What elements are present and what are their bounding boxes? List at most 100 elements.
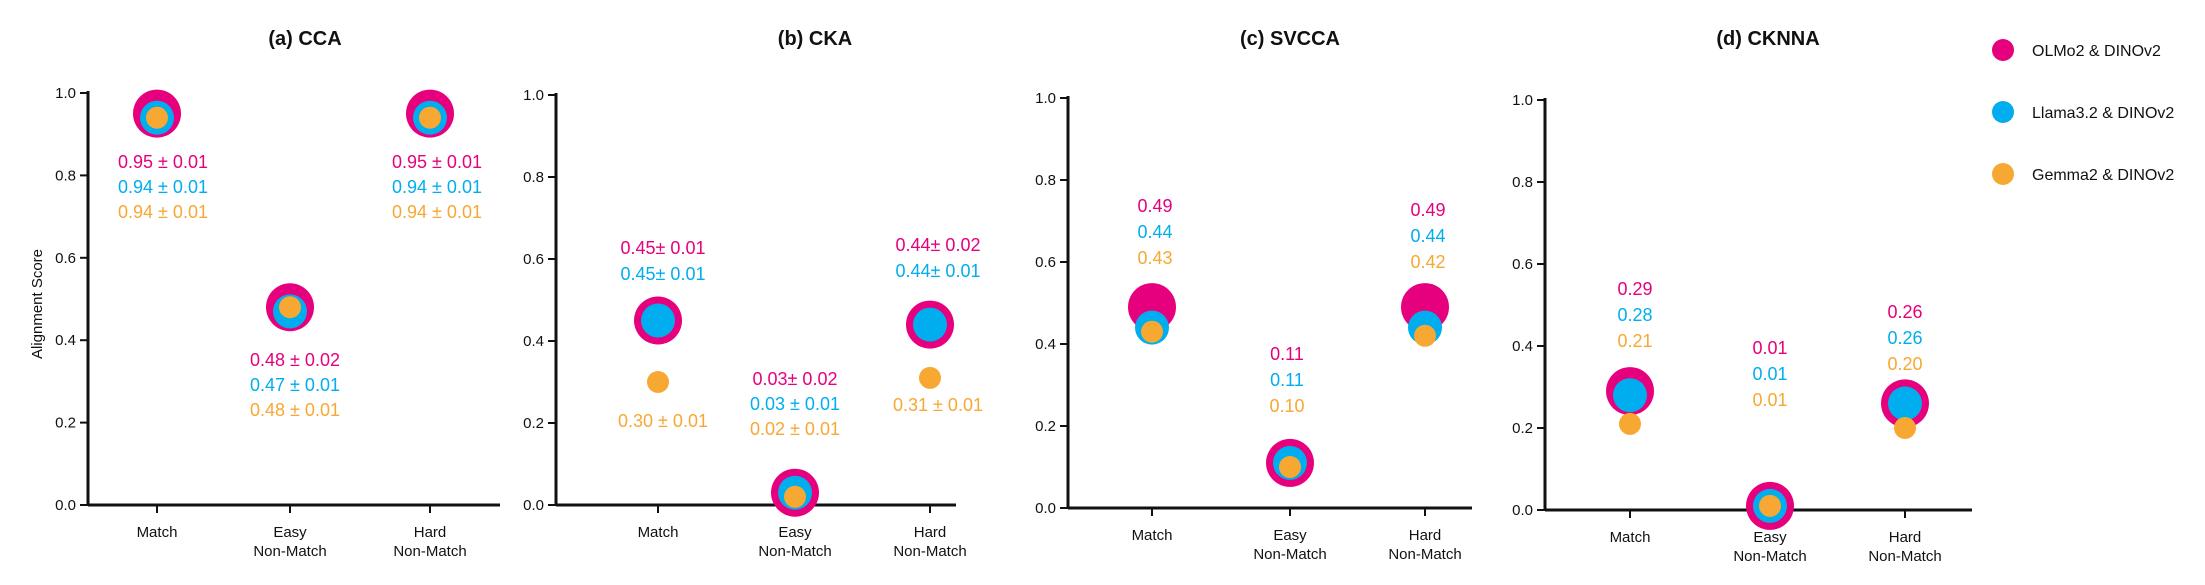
data-label-llama: 0.44	[1137, 222, 1172, 242]
y-tick-label: 0.6	[1035, 254, 1056, 271]
x-tick-label: Hard	[1889, 529, 1922, 546]
data-label-olmo: 0.01	[1752, 338, 1787, 358]
y-tick-label: 1.0	[523, 87, 544, 104]
data-point-gemma	[1619, 412, 1641, 435]
x-tick-label: Non-Match	[1868, 548, 1941, 565]
data-label-llama: 0.03 ± 0.01	[750, 394, 840, 414]
data-label-olmo: 0.48 ± 0.02	[250, 350, 340, 370]
data-point-gemma	[1414, 324, 1436, 347]
data-point-gemma	[784, 485, 806, 508]
data-label-gemma: 0.01	[1752, 390, 1787, 410]
data-label-olmo: 0.03± 0.02	[753, 369, 838, 389]
x-tick-label: Match	[638, 524, 679, 541]
data-point-llama	[1613, 378, 1647, 413]
y-tick-label: 0.0	[55, 497, 76, 514]
data-label-olmo: 0.44± 0.02	[896, 235, 981, 255]
legend-label: Llama3.2 & DINOv2	[2032, 105, 2174, 122]
data-point-gemma	[279, 296, 301, 319]
data-label-gemma: 0.02 ± 0.01	[750, 419, 840, 439]
x-tick-label: Non-Match	[253, 543, 326, 560]
x-tick-label: Easy	[778, 524, 812, 541]
legend-item-llama: Llama3.2 & DINOv2	[1992, 101, 2174, 123]
data-label-gemma: 0.31 ± 0.01	[893, 395, 983, 415]
legend-item-gemma: Gemma2 & DINOv2	[1992, 163, 2174, 185]
chart-panel: (d) CKNNA 0.0 0.2 0.4 0.6 0.8 1.0 Match Easy Non-…	[1512, 28, 1972, 565]
legend-marker-gemma	[1992, 163, 2014, 185]
x-tick-label: Non-Match	[758, 543, 831, 560]
y-tick-label: 0.2	[523, 415, 544, 432]
data-label-llama: 0.26	[1887, 328, 1922, 348]
legend: OLMo2 & DINOv2 Llama3.2 & DINOv2 Gemma2 & …	[1992, 39, 2174, 185]
data-label-gemma: 0.30 ± 0.01	[618, 411, 708, 431]
x-tick-label: Hard	[1409, 527, 1442, 544]
data-point-llama	[1888, 386, 1922, 421]
data-label-gemma: 0.48 ± 0.01	[250, 400, 340, 420]
data-label-olmo: 0.49	[1137, 196, 1172, 216]
data-point-llama	[913, 307, 947, 342]
x-tick-label: Match	[1610, 529, 1651, 546]
chart-title: (a) CCA	[268, 28, 341, 50]
data-point-llama	[641, 303, 675, 338]
y-tick-label: 0.6	[523, 251, 544, 268]
data-point-gemma	[1759, 494, 1781, 517]
x-tick-label: Match	[1132, 527, 1173, 544]
x-tick-label: Match	[137, 524, 178, 541]
data-label-olmo: 0.11	[1270, 344, 1304, 364]
chart-panel: (c) SVCCA 0.0 0.2 0.4 0.6 0.8 1.0 Match Easy Non-…	[1035, 28, 1472, 563]
y-tick-label: 0.8	[55, 167, 76, 184]
legend-item-olmo: OLMo2 & DINOv2	[1992, 39, 2161, 61]
data-label-llama: 0.45± 0.01	[621, 264, 706, 284]
data-label-llama: 0.44	[1410, 226, 1445, 246]
data-point-gemma	[919, 366, 941, 389]
x-tick-label: Non-Match	[393, 543, 466, 560]
data-label-llama: 0.94 ± 0.01	[392, 177, 482, 197]
y-tick-label: 0.8	[1512, 174, 1533, 191]
y-tick-label: 1.0	[1512, 92, 1533, 109]
x-tick-label: Easy	[1753, 529, 1787, 546]
y-tick-label: 0.0	[1035, 500, 1056, 517]
data-label-olmo: 0.95 ± 0.01	[118, 152, 208, 172]
chart-panel: (b) CKA 0.0 0.2 0.4 0.6 0.8 1.0 Match Easy Non-Ma…	[523, 28, 983, 560]
chart-title: (c) SVCCA	[1240, 28, 1340, 50]
legend-label: OLMo2 & DINOv2	[2032, 43, 2161, 60]
data-label-olmo: 0.49	[1410, 200, 1445, 220]
y-tick-label: 0.8	[523, 169, 544, 186]
data-label-llama: 0.11	[1270, 370, 1304, 390]
y-tick-label: 0.0	[523, 497, 544, 514]
y-tick-label: 0.6	[55, 250, 76, 267]
data-label-llama: 0.44± 0.01	[896, 261, 981, 281]
y-tick-label: 0.6	[1512, 256, 1533, 273]
data-label-gemma: 0.43	[1137, 248, 1172, 268]
data-label-llama: 0.94 ± 0.01	[118, 177, 208, 197]
x-tick-label: Easy	[273, 524, 307, 541]
legend-marker-olmo	[1992, 39, 2014, 61]
y-tick-label: 1.0	[55, 85, 76, 102]
data-label-gemma: 0.42	[1410, 252, 1445, 272]
data-label-olmo: 0.26	[1887, 302, 1922, 322]
data-point-gemma	[146, 106, 168, 129]
data-label-llama: 0.01	[1752, 364, 1787, 384]
legend-label: Gemma2 & DINOv2	[2032, 167, 2174, 184]
chart-title: (d) CKNNA	[1716, 28, 1819, 50]
x-tick-label: Hard	[914, 524, 947, 541]
x-tick-label: Hard	[414, 524, 447, 541]
y-axis-label: Alignment Score	[29, 249, 46, 359]
y-tick-label: 0.4	[1512, 338, 1533, 355]
legend-marker-llama	[1992, 101, 2014, 123]
data-label-llama: 0.47 ± 0.01	[250, 375, 340, 395]
x-tick-label: Non-Match	[1253, 546, 1326, 563]
y-tick-label: 0.4	[1035, 336, 1056, 353]
y-tick-label: 0.2	[1035, 418, 1056, 435]
data-label-llama: 0.28	[1617, 305, 1652, 325]
data-point-gemma	[1894, 417, 1916, 439]
data-label-gemma: 0.94 ± 0.01	[118, 202, 208, 222]
data-label-olmo: 0.95 ± 0.01	[392, 152, 482, 172]
chart-title: (b) CKA	[778, 28, 852, 50]
data-point-gemma	[1279, 456, 1301, 478]
y-tick-label: 1.0	[1035, 90, 1056, 107]
y-tick-label: 0.0	[1512, 502, 1533, 519]
data-label-olmo: 0.45± 0.01	[621, 238, 706, 258]
data-label-gemma: 0.20	[1887, 354, 1922, 374]
x-tick-label: Non-Match	[893, 543, 966, 560]
